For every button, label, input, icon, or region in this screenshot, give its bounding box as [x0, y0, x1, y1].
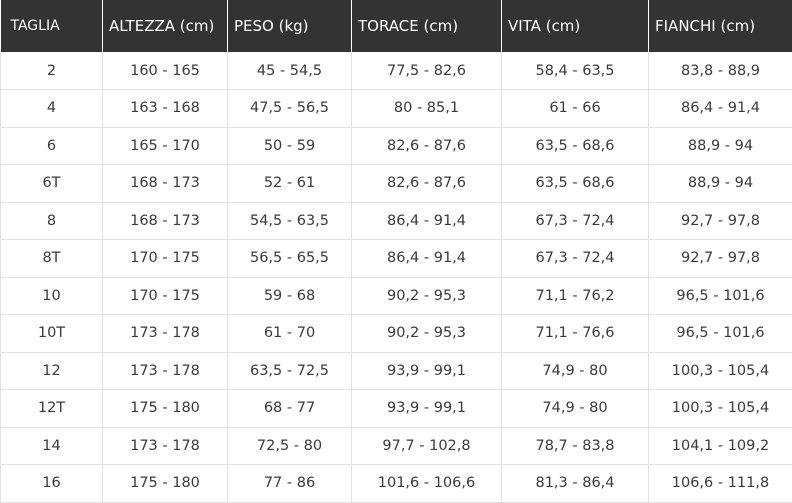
cell-taglia: 16	[1, 465, 103, 503]
cell-vita: 74,9 - 80	[502, 352, 649, 390]
cell-fianchi: 83,8 - 88,9	[649, 52, 792, 90]
cell-vita: 61 - 66	[502, 90, 649, 128]
cell-taglia: 14	[1, 427, 103, 465]
cell-peso: 56,5 - 65,5	[228, 240, 352, 278]
cell-torace: 82,6 - 87,6	[352, 127, 502, 165]
cell-torace: 90,2 - 95,3	[352, 315, 502, 353]
cell-vita: 63,5 - 68,6	[502, 127, 649, 165]
cell-taglia: 8	[1, 202, 103, 240]
cell-altezza: 173 - 178	[103, 427, 228, 465]
cell-torace: 80 - 85,1	[352, 90, 502, 128]
header-fianchi: FIANCHI (cm)	[649, 0, 792, 52]
cell-fianchi: 96,5 - 101,6	[649, 315, 792, 353]
cell-fianchi: 104,1 - 109,2	[649, 427, 792, 465]
cell-taglia: 6T	[1, 165, 103, 203]
cell-taglia: 12	[1, 352, 103, 390]
cell-altezza: 168 - 173	[103, 165, 228, 203]
cell-peso: 61 - 70	[228, 315, 352, 353]
cell-torace: 77,5 - 82,6	[352, 52, 502, 90]
cell-peso: 45 - 54,5	[228, 52, 352, 90]
cell-torace: 101,6 - 106,6	[352, 465, 502, 503]
cell-torace: 86,4 - 91,4	[352, 240, 502, 278]
cell-torace: 97,7 - 102,8	[352, 427, 502, 465]
cell-taglia: 10T	[1, 315, 103, 353]
cell-vita: 71,1 - 76,6	[502, 315, 649, 353]
cell-peso: 63,5 - 72,5	[228, 352, 352, 390]
cell-torace: 93,9 - 99,1	[352, 352, 502, 390]
header-torace: TORACE (cm)	[352, 0, 502, 52]
cell-altezza: 173 - 178	[103, 352, 228, 390]
cell-peso: 54,5 - 63,5	[228, 202, 352, 240]
cell-fianchi: 106,6 - 111,8	[649, 465, 792, 503]
header-altezza: ALTEZZA (cm)	[103, 0, 228, 52]
cell-fianchi: 100,3 - 105,4	[649, 390, 792, 428]
table-header: TAGLIA ALTEZZA (cm) PESO (kg) TORACE (cm…	[1, 0, 792, 52]
cell-torace: 82,6 - 87,6	[352, 165, 502, 203]
header-vita: VITA (cm)	[502, 0, 649, 52]
header-row: TAGLIA ALTEZZA (cm) PESO (kg) TORACE (cm…	[1, 0, 792, 52]
cell-taglia: 12T	[1, 390, 103, 428]
cell-vita: 81,3 - 86,4	[502, 465, 649, 503]
cell-fianchi: 92,7 - 97,8	[649, 240, 792, 278]
cell-torace: 86,4 - 91,4	[352, 202, 502, 240]
cell-fianchi: 100,3 - 105,4	[649, 352, 792, 390]
cell-peso: 59 - 68	[228, 277, 352, 315]
cell-peso: 68 - 77	[228, 390, 352, 428]
cell-altezza: 160 - 165	[103, 52, 228, 90]
cell-taglia: 8T	[1, 240, 103, 278]
cell-fianchi: 92,7 - 97,8	[649, 202, 792, 240]
cell-peso: 50 - 59	[228, 127, 352, 165]
cell-vita: 67,3 - 72,4	[502, 240, 649, 278]
cell-altezza: 173 - 178	[103, 315, 228, 353]
cell-peso: 47,5 - 56,5	[228, 90, 352, 128]
cell-altezza: 163 - 168	[103, 90, 228, 128]
cell-taglia: 4	[1, 90, 103, 128]
cell-altezza: 170 - 175	[103, 240, 228, 278]
cell-altezza: 168 - 173	[103, 202, 228, 240]
cell-taglia: 2	[1, 52, 103, 90]
cell-torace: 93,9 - 99,1	[352, 390, 502, 428]
cell-vita: 67,3 - 72,4	[502, 202, 649, 240]
header-peso: PESO (kg)	[228, 0, 352, 52]
cell-fianchi: 86,4 - 91,4	[649, 90, 792, 128]
cell-vita: 74,9 - 80	[502, 390, 649, 428]
cell-fianchi: 96,5 - 101,6	[649, 277, 792, 315]
cell-peso: 72,5 - 80	[228, 427, 352, 465]
cell-peso: 52 - 61	[228, 165, 352, 203]
cell-taglia: 6	[1, 127, 103, 165]
cell-altezza: 175 - 180	[103, 390, 228, 428]
cell-vita: 78,7 - 83,8	[502, 427, 649, 465]
cell-altezza: 170 - 175	[103, 277, 228, 315]
cell-vita: 58,4 - 63,5	[502, 52, 649, 90]
cell-peso: 77 - 86	[228, 465, 352, 503]
cell-torace: 90,2 - 95,3	[352, 277, 502, 315]
cell-fianchi: 88,9 - 94	[649, 127, 792, 165]
cell-altezza: 165 - 170	[103, 127, 228, 165]
cell-fianchi: 88,9 - 94	[649, 165, 792, 203]
cell-taglia: 10	[1, 277, 103, 315]
cell-vita: 71,1 - 76,2	[502, 277, 649, 315]
cell-vita: 63,5 - 68,6	[502, 165, 649, 203]
header-taglia: TAGLIA	[1, 0, 103, 52]
cell-altezza: 175 - 180	[103, 465, 228, 503]
